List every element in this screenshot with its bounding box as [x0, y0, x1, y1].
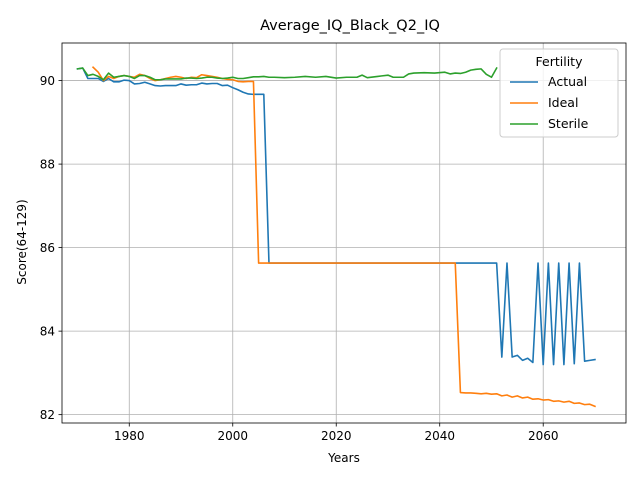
- x-tick-label: 2060: [528, 429, 559, 443]
- x-tick-label: 2000: [217, 429, 248, 443]
- series-line-actual: [76, 67, 596, 366]
- y-tick-label: 88: [40, 157, 55, 171]
- series-line-sterile: [76, 66, 498, 81]
- legend-title: Fertility: [536, 54, 584, 69]
- y-tick-label: 86: [40, 241, 55, 255]
- x-tick-label: 2020: [321, 429, 352, 443]
- y-tick-label: 82: [40, 408, 55, 422]
- y-axis-label: Score(64-129): [15, 199, 29, 284]
- legend-label-actual: Actual: [548, 74, 587, 89]
- series-lines: [76, 66, 596, 408]
- y-tick-label: 84: [40, 324, 55, 338]
- legend-label-sterile: Sterile: [548, 116, 589, 131]
- x-tick-label: 2040: [424, 429, 455, 443]
- legend: Fertility Actual Ideal Sterile: [499, 48, 619, 138]
- legend-label-ideal: Ideal: [548, 95, 578, 110]
- y-tick-label: 90: [40, 74, 55, 88]
- plot-frame: [61, 42, 627, 424]
- x-axis-ticks: 1980 2000 2020 2040 2060: [114, 423, 558, 443]
- x-axis-label: Years: [327, 451, 360, 465]
- y-axis-ticks: 82 84 86 88 90: [40, 74, 62, 422]
- legend-box: [499, 48, 619, 138]
- x-tick-label: 1980: [114, 429, 145, 443]
- chart-title: Average_IQ_Black_Q2_IQ: [260, 18, 440, 34]
